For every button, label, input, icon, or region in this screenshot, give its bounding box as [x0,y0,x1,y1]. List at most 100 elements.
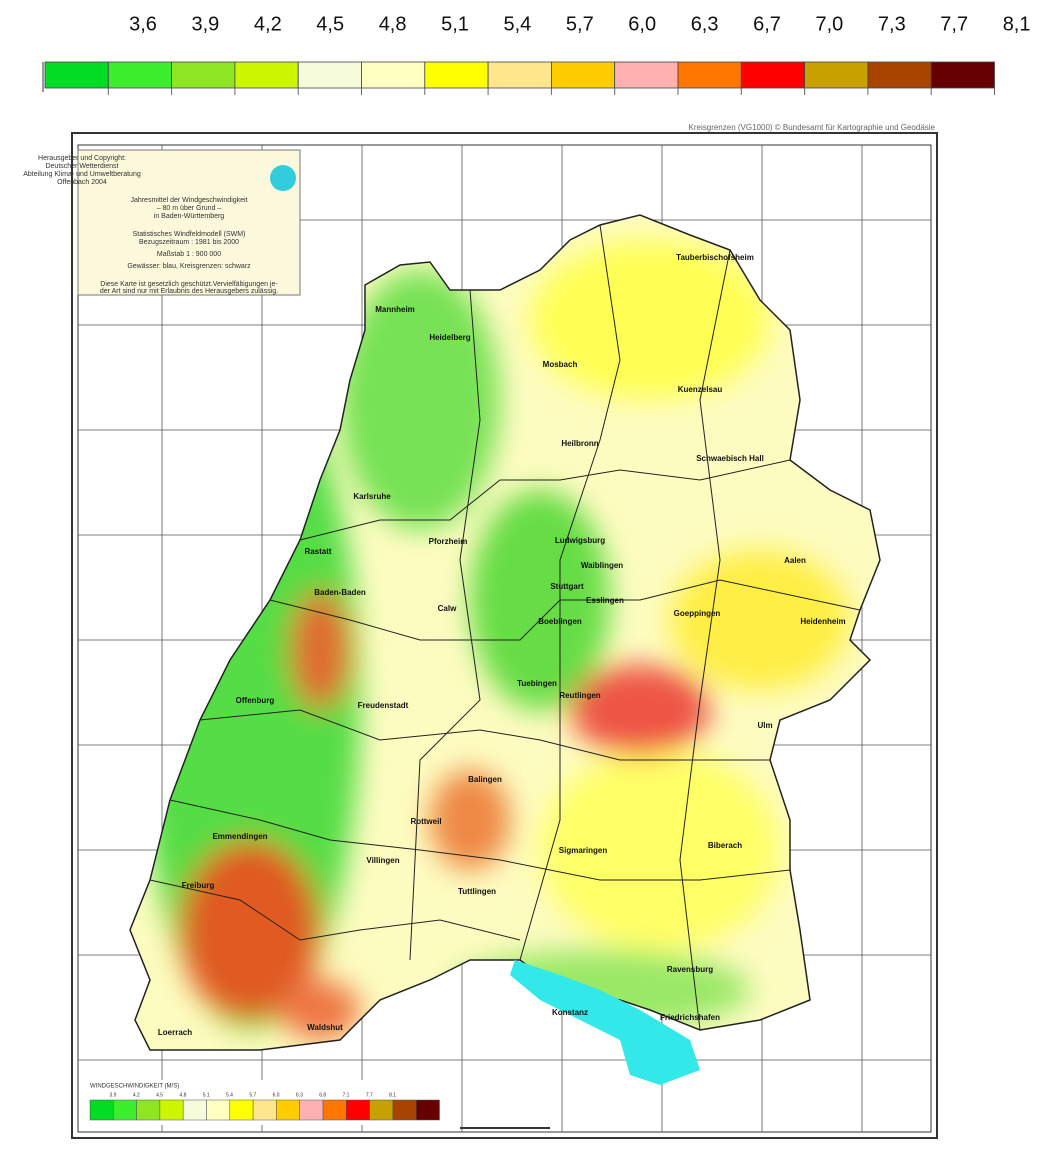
legend-label: 7,0 [815,13,843,35]
map-legend-swatch [113,1099,137,1121]
city-label: Tauberbischofsheim [676,253,754,262]
map-legend-label: 8.1 [389,1092,396,1098]
district-borders [149,224,861,1031]
legend-swatch [551,61,616,89]
map-legend-swatch [346,1099,370,1121]
city-label: Sigmaringen [559,846,608,855]
legend-swatch [804,61,869,89]
legend-label: 5,7 [566,13,594,35]
city-label: Pforzheim [429,537,468,546]
legend-swatch [740,61,805,89]
city-label: Waiblingen [581,561,623,570]
city-label: Mosbach [543,360,578,369]
city-label: Balingen [468,775,502,784]
legend-label: 8,1 [1003,13,1031,35]
info-line: Jahresmittel der Windgeschwindigkeit [130,197,247,204]
city-label: Reutlingen [559,691,600,700]
map-legend-swatch [299,1099,324,1121]
map-legend-label: 7.1 [343,1092,350,1098]
city-label: Karlsruhe [353,492,391,501]
info-line: Herausgeber und Copyright: [38,155,126,162]
map-legend-title: WINDGESCHWINDIGKEIT (M/S) [90,1084,179,1090]
map-legend-swatch [159,1099,184,1121]
map-legend-swatch [182,1099,207,1121]
map-legend-label: 4.5 [156,1092,163,1098]
legend-label: 6,7 [753,13,781,35]
map-legend-swatch [206,1099,231,1121]
map-legend-swatch [276,1099,300,1121]
legend-swatch [361,61,426,89]
legend-swatch [867,61,932,89]
info-line: Statistisches Windfeldmodell (SWM) [133,231,246,238]
legend-label: 4,2 [254,13,282,35]
map-legend-swatch [415,1099,440,1121]
city-label: Freiburg [182,881,215,890]
map-inner-frame [77,144,932,1133]
legend-swatch [614,61,679,89]
city-label: Heidenheim [800,617,845,626]
legend-label: 7,7 [940,13,968,35]
map-legend-label: 7.7 [366,1092,373,1098]
map-legend-label: 6.3 [296,1092,303,1098]
city-label: Aalen [784,556,806,565]
legend-label: 6,0 [628,13,656,35]
city-label: Schwaebisch Hall [696,454,764,463]
city-label: Kuenzelsau [678,385,723,394]
map-legend-swatch [89,1099,114,1121]
map-legend-swatch [369,1099,394,1121]
map-legend-label: 4.8 [179,1092,186,1098]
legend-swatch [487,61,552,89]
map-legend-swatch [252,1099,277,1121]
city-label: Konstanz [552,1008,588,1017]
info-line: Gewässer: blau, Kreisgrenzen: schwarz [127,263,251,270]
legend-swatch [44,61,109,89]
map-legend-label: 3.9 [110,1092,117,1098]
city-label: Mannheim [375,305,415,314]
info-line: Diese Karte ist gesetzlich geschützt.Ver… [100,281,278,288]
city-label: Baden-Baden [314,588,366,597]
legend-label: 5,4 [503,13,531,35]
info-line: in Baden-Württemberg [154,213,225,220]
info-line: Bezugszeitraum : 1981 bis 2000 [139,239,239,246]
city-label: Calw [438,604,457,613]
legend-label: 3,9 [191,13,219,35]
info-line: – 80 m über Grund – [157,205,222,212]
city-label: Ludwigsburg [555,536,605,545]
legend-swatch [930,61,995,89]
info-line: Maßstab 1 : 900 000 [157,251,221,258]
city-label: Ulm [757,721,772,730]
legend-label: 7,3 [878,13,906,35]
info-line: der Art sind nur mit Erlaubnis des Herau… [100,288,278,295]
city-label: Stuttgart [550,582,584,591]
city-label: Boeblingen [538,617,582,626]
map-legend-label: 4.2 [133,1092,140,1098]
city-label: Heidelberg [429,333,470,342]
city-label: Biberach [708,841,742,850]
info-line: Abteilung Klima- und Umweltberatung [23,171,141,178]
dwd-logo [270,165,296,191]
legend-swatch [297,61,362,89]
map-legend-label: 5.4 [226,1092,233,1098]
legend-label: 4,8 [379,13,407,35]
city-label: Rastatt [304,547,331,556]
city-label: Offenburg [236,696,275,705]
legend-label: 4,5 [316,13,344,35]
info-line: Deutscher Wetterdienst [45,163,118,170]
city-label: Esslingen [586,596,624,605]
legend-swatch [107,61,173,89]
info-line: Offenbach 2004 [57,179,107,186]
map-legend-label: 5.1 [203,1092,210,1098]
legend-swatch [677,61,742,89]
city-label: Villingen [366,856,399,865]
legend-label: 5,1 [441,13,469,35]
map-legend-label: 5.7 [249,1092,256,1098]
city-label: Heilbronn [561,439,598,448]
map-legend-label: 6.8 [319,1092,326,1098]
legend-label: 6,3 [691,13,719,35]
map-legend-swatch [392,1099,417,1121]
lake-constance [510,960,700,1085]
legend-label: 3,6 [129,13,157,35]
legend-swatch [171,61,236,89]
